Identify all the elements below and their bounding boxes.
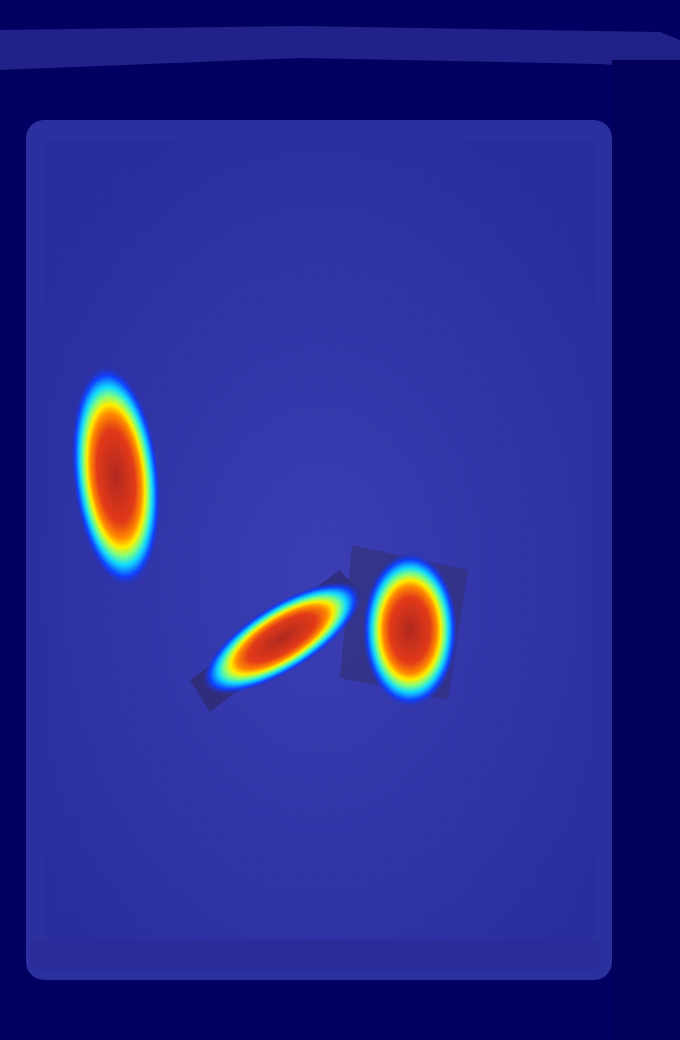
hotspot-left [70,364,162,588]
top-ledge [0,26,680,70]
hotspot-center [201,581,363,695]
tray-bottom-lip [30,940,600,970]
right-edge-band [612,60,680,1040]
hotspot-right [362,552,458,708]
